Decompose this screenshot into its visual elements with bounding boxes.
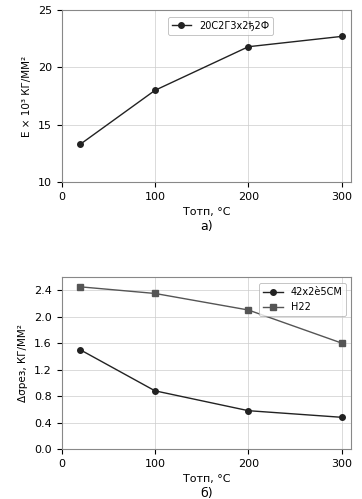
Н22 [340,340,344,346]
Text: б): б) [200,487,212,499]
Line: 20C2Г3х2ђ2Ф: 20C2Г3х2ђ2Ф [77,33,345,147]
Y-axis label: E × 10³ КГ/ММ²: E × 10³ КГ/ММ² [22,55,32,137]
Line: Н22: Н22 [77,284,345,346]
X-axis label: Tотп, °C: Tотп, °C [182,208,230,218]
Text: а): а) [200,220,212,233]
42х2ѐ5СМ [153,388,157,394]
20C2Г3х2ђ2Ф [246,44,251,50]
Legend: 20C2Г3х2ђ2Ф: 20C2Г3х2ђ2Ф [168,16,273,34]
Y-axis label: Δσрез, КГ/ММ²: Δσрез, КГ/ММ² [18,324,28,402]
X-axis label: Tотп, °C: Tотп, °C [182,475,230,485]
Н22 [78,284,83,290]
Legend: 42х2ѐ5СМ, Н22: 42х2ѐ5СМ, Н22 [260,283,346,316]
Н22 [246,307,251,313]
20C2Г3х2ђ2Ф [153,87,157,93]
Н22 [153,290,157,296]
42х2ѐ5СМ [340,414,344,420]
42х2ѐ5СМ [246,408,251,414]
20C2Г3х2ђ2Ф [78,141,83,147]
Line: 42х2ѐ5СМ: 42х2ѐ5СМ [77,347,345,420]
42х2ѐ5СМ [78,347,83,353]
20C2Г3х2ђ2Ф [340,33,344,39]
